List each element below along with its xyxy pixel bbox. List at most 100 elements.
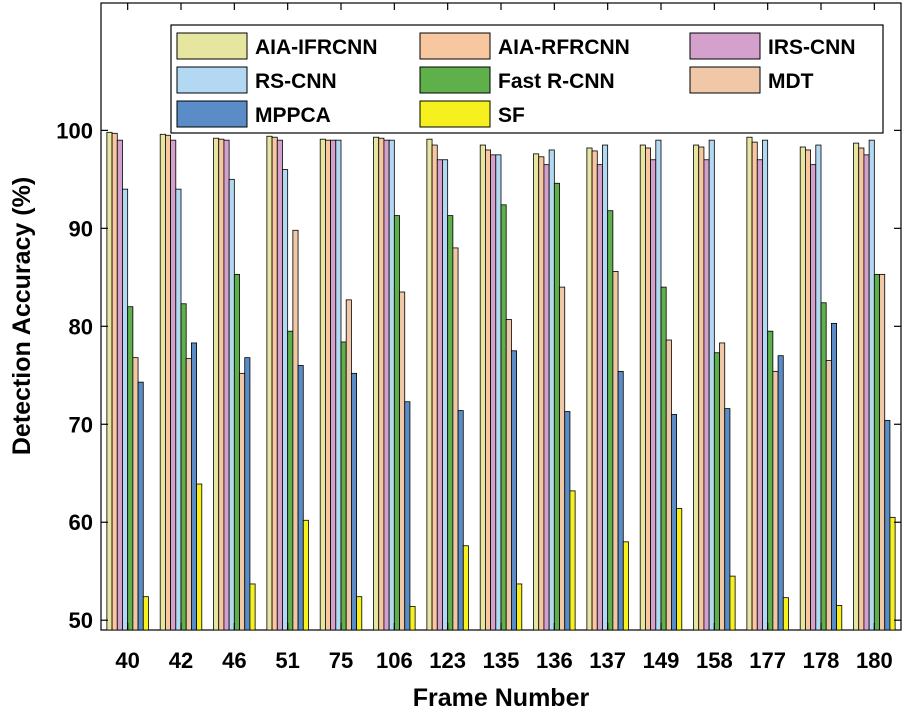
bar-rs-cnn-frame-158 xyxy=(708,139,715,631)
bar-sf-frame-40 xyxy=(142,596,149,631)
x-tick-label: 106 xyxy=(376,648,413,673)
bar-irs-cnn-frame-75 xyxy=(330,139,337,631)
bar-mppca-frame-40 xyxy=(137,381,144,631)
x-tick-label: 136 xyxy=(536,648,573,673)
bar-aia-ifrcnn-frame-136 xyxy=(533,153,540,631)
x-tick-label: 178 xyxy=(803,648,840,673)
bar-irs-cnn-frame-137 xyxy=(596,164,603,631)
bar-mppca-frame-180 xyxy=(884,419,891,631)
bar-aia-rfrcnn-frame-136 xyxy=(538,156,545,631)
bar-aia-rfrcnn-frame-180 xyxy=(858,147,865,631)
bar-aia-rfrcnn-frame-158 xyxy=(698,146,705,631)
bar-mdt-frame-40 xyxy=(132,357,139,631)
x-tick-label: 135 xyxy=(483,648,520,673)
bar-sf-frame-51 xyxy=(302,519,309,631)
legend-swatch-mdt xyxy=(689,66,761,94)
bar-irs-cnn-frame-177 xyxy=(756,159,763,631)
legend-swatch-rs-cnn xyxy=(176,66,248,94)
legend-box xyxy=(170,24,884,134)
bar-sf-frame-136 xyxy=(569,490,576,631)
bar-irs-cnn-frame-180 xyxy=(863,154,870,631)
bar-aia-ifrcnn-frame-135 xyxy=(479,144,486,631)
bar-irs-cnn-frame-46 xyxy=(223,139,230,631)
legend-label-sf: SF xyxy=(498,104,525,127)
bar-fast-r-cnn-frame-158 xyxy=(713,352,720,631)
legend-label-rs-cnn: RS-CNN xyxy=(255,70,337,93)
bar-rs-cnn-frame-40 xyxy=(122,188,129,631)
bar-rs-cnn-frame-75 xyxy=(335,139,342,631)
bar-fast-r-cnn-frame-178 xyxy=(820,302,827,631)
bar-sf-frame-123 xyxy=(462,545,469,631)
x-tick-label: 51 xyxy=(275,648,299,673)
y-axis-label: Detection Accuracy (%) xyxy=(8,177,36,455)
bar-mdt-frame-106 xyxy=(399,291,406,631)
bar-aia-rfrcnn-frame-123 xyxy=(431,144,438,631)
bar-fast-r-cnn-frame-135 xyxy=(500,204,507,631)
legend-label-aia-ifrcnn: AIA-IFRCNN xyxy=(255,36,377,59)
bar-irs-cnn-frame-106 xyxy=(383,139,390,631)
x-tick-label: 123 xyxy=(429,648,466,673)
bar-aia-ifrcnn-frame-51 xyxy=(266,135,273,631)
bar-sf-frame-106 xyxy=(409,606,416,631)
bar-aia-rfrcnn-frame-135 xyxy=(484,149,491,631)
bar-mppca-frame-46 xyxy=(244,357,251,631)
legend-label-mdt: MDT xyxy=(768,70,814,93)
bar-mppca-frame-149 xyxy=(671,414,678,631)
bar-aia-ifrcnn-frame-180 xyxy=(853,142,860,631)
bar-sf-frame-158 xyxy=(729,575,736,631)
y-tick-label: 60 xyxy=(69,510,93,535)
bar-mppca-frame-135 xyxy=(510,350,517,631)
legend-label-mppca: MPPCA xyxy=(255,104,331,127)
bar-mppca-frame-178 xyxy=(831,322,838,631)
x-axis-ticks: 40 42 46 51 75 106 123 135 136 137 149 158 177 178 180 xyxy=(115,3,893,673)
bar-fast-r-cnn-frame-123 xyxy=(447,215,454,631)
bar-mppca-frame-75 xyxy=(350,372,357,631)
bar-rs-cnn-frame-106 xyxy=(388,139,395,631)
bar-mdt-frame-136 xyxy=(559,286,566,631)
bar-fast-r-cnn-frame-42 xyxy=(180,303,187,631)
bar-aia-rfrcnn-frame-42 xyxy=(164,134,171,631)
x-tick-label: 177 xyxy=(749,648,786,673)
bars-group xyxy=(106,131,896,631)
bar-aia-ifrcnn-frame-123 xyxy=(426,138,433,631)
bar-irs-cnn-frame-123 xyxy=(436,159,443,631)
x-tick-label: 42 xyxy=(169,648,193,673)
bar-irs-cnn-frame-149 xyxy=(650,159,657,631)
bar-aia-rfrcnn-frame-40 xyxy=(111,132,118,631)
bar-fast-r-cnn-frame-137 xyxy=(607,210,614,631)
bar-fast-r-cnn-frame-136 xyxy=(553,182,560,631)
bar-sf-frame-42 xyxy=(196,483,203,631)
bar-mppca-frame-136 xyxy=(564,411,571,631)
bar-aia-rfrcnn-frame-75 xyxy=(324,139,331,631)
x-tick-label: 75 xyxy=(329,648,353,673)
x-tick-label: 158 xyxy=(696,648,733,673)
bar-fast-r-cnn-frame-180 xyxy=(873,273,880,631)
bar-rs-cnn-frame-42 xyxy=(175,188,182,631)
bar-rs-cnn-frame-135 xyxy=(495,154,502,631)
bar-fast-r-cnn-frame-46 xyxy=(233,273,240,631)
bar-mdt-frame-46 xyxy=(239,372,246,631)
bar-irs-cnn-frame-178 xyxy=(810,164,817,631)
bar-aia-ifrcnn-frame-137 xyxy=(586,147,593,631)
bar-mdt-frame-178 xyxy=(825,360,832,631)
y-tick-label: 80 xyxy=(69,314,93,339)
bar-irs-cnn-frame-136 xyxy=(543,164,550,631)
bar-aia-ifrcnn-frame-149 xyxy=(639,144,646,631)
x-axis-label: Frame Number xyxy=(413,684,590,712)
bar-mdt-frame-158 xyxy=(719,342,726,631)
bar-aia-ifrcnn-frame-106 xyxy=(373,136,380,631)
bar-aia-ifrcnn-frame-177 xyxy=(746,136,753,631)
bar-mdt-frame-180 xyxy=(879,273,886,631)
bar-sf-frame-137 xyxy=(622,541,629,631)
bar-irs-cnn-frame-158 xyxy=(703,159,710,631)
legend-swatch-aia-rfrcnn xyxy=(419,32,491,60)
bar-sf-frame-177 xyxy=(782,597,789,631)
legend-swatch-aia-ifrcnn xyxy=(176,32,248,60)
bar-aia-ifrcnn-frame-46 xyxy=(213,137,220,631)
bar-irs-cnn-frame-42 xyxy=(170,139,177,631)
y-tick-label: 70 xyxy=(69,412,93,437)
legend-swatch-mppca xyxy=(176,100,248,128)
bar-rs-cnn-frame-137 xyxy=(602,144,609,631)
y-tick-label: 50 xyxy=(69,608,93,633)
bar-aia-ifrcnn-frame-158 xyxy=(693,144,700,631)
